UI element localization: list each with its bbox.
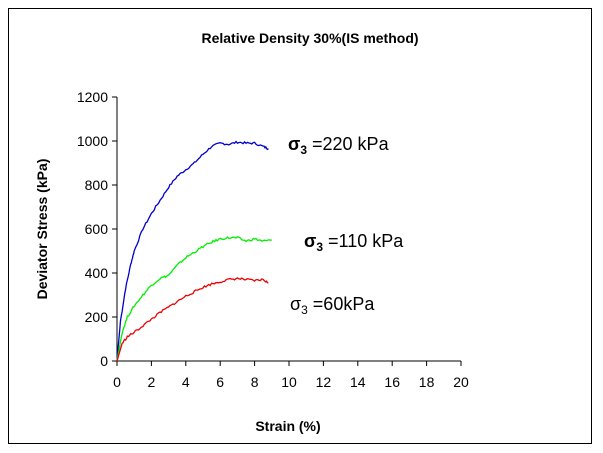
y-tick-label: 800 xyxy=(85,177,109,193)
x-tick-label: 4 xyxy=(182,374,190,390)
y-tick-label: 1000 xyxy=(77,133,108,149)
x-tick-label: 10 xyxy=(281,374,297,390)
axes: 0 200 400 600 800 1000 1200 0 2 4 6 8 10 12 14 16 18 20 xyxy=(77,89,469,390)
annotation-text: =60kPa xyxy=(308,294,376,314)
annotation-text: =220 kPa xyxy=(307,134,390,154)
series-sigma3-60 xyxy=(116,277,269,362)
y-tick-label: 200 xyxy=(85,309,109,325)
x-tick-label: 8 xyxy=(251,374,259,390)
x-tick-label: 12 xyxy=(316,374,332,390)
series-annotation: σ3 =60kPa xyxy=(290,294,375,317)
x-tick-label: 16 xyxy=(384,374,400,390)
y-tick-label: 600 xyxy=(85,221,109,237)
x-tick-label: 18 xyxy=(419,374,435,390)
sigma-subscript: 3 xyxy=(300,143,307,157)
series-layer xyxy=(116,140,272,362)
sigma-symbol: σ xyxy=(290,294,301,314)
x-tick-label: 0 xyxy=(113,374,121,390)
series-sigma3-220 xyxy=(116,140,269,362)
series-annotation: σ3 =110 kPa xyxy=(304,231,404,254)
series-sigma3-110 xyxy=(116,235,272,362)
sigma-symbol: σ xyxy=(304,231,316,251)
annotation-text: =110 kPa xyxy=(323,231,404,251)
chart-frame xyxy=(8,8,592,444)
y-axis-title: Deviator Stress (kPa) xyxy=(34,159,50,300)
sigma-subscript: 3 xyxy=(316,240,323,254)
chart-title: Relative Density 30%(IS method) xyxy=(201,30,418,46)
y-tick-label: 1200 xyxy=(77,89,108,105)
y-tick-label: 0 xyxy=(100,353,108,369)
x-axis-title: Strain (%) xyxy=(255,418,320,434)
series-annotation: σ3 =220 kPa xyxy=(288,134,390,157)
x-tick-label: 6 xyxy=(216,374,224,390)
x-tick-label: 2 xyxy=(148,374,156,390)
sigma-symbol: σ xyxy=(288,134,300,154)
x-tick-label: 14 xyxy=(350,374,366,390)
sigma-subscript: 3 xyxy=(301,303,308,317)
y-tick-label: 400 xyxy=(85,265,109,281)
x-tick-label: 20 xyxy=(453,374,469,390)
